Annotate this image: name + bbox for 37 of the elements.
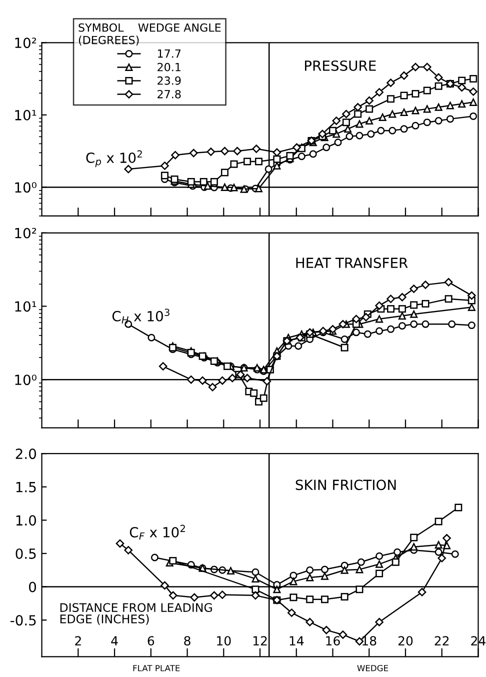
y-tick-label: 1.5 (16, 482, 36, 492)
annotation: SKIN FRICTION (296, 480, 396, 490)
y-tick-label: 10¹ (15, 301, 36, 312)
annotation: HEAT TRANSFER (296, 258, 408, 268)
legend-label: 27.8 (158, 90, 181, 98)
y-tick-label: 0.5 (16, 548, 36, 559)
y-tick-label: 10² (15, 228, 36, 238)
annotation: C$_{p}$ x 10$^{2}$ (86, 150, 142, 168)
text: WEDGE (357, 664, 388, 672)
y-tick-label: 1.0 (16, 515, 36, 526)
text: FLAT PLATE (133, 665, 180, 672)
x-tick-label: 22 (434, 636, 449, 646)
x-tick-label: 14 (290, 636, 304, 646)
x-tick-label: 6 (148, 636, 154, 646)
y-tick-label: 10⁰ (15, 374, 36, 386)
y-tick-label: 0 (29, 582, 36, 592)
x-tick-label: 8 (184, 636, 190, 646)
x-tick-label: 16 (326, 636, 340, 646)
x-tick-label: 18 (362, 636, 376, 646)
x-tick-label: 10 (217, 636, 231, 646)
annotation: PRESSURE (305, 60, 376, 71)
annotation: C$_{H}$ x 10$^{3}$ (112, 308, 170, 324)
legend-label: 17.7 (158, 50, 181, 58)
y-tick-label: -0.5 (10, 615, 36, 626)
legend-label: 23.9 (158, 76, 181, 85)
y-tick-label: 10¹ (15, 110, 36, 120)
x-tick-label: 12 (253, 636, 267, 646)
y-tick-label: 2.0 (16, 448, 36, 460)
y-tick-label: 10² (15, 38, 36, 48)
legend-title: SYMBOL WEDGE ANGLE (DEGREES) (78, 23, 221, 46)
x-tick-label: 2 (75, 636, 81, 646)
legend-label: 20.1 (158, 62, 180, 72)
x-tick-label: 20 (398, 636, 413, 646)
annotation: C$_{F}$ x 10$^{2}$ (130, 524, 185, 540)
y-tick-label: 10⁰ (15, 182, 36, 193)
x-axis-title: DISTANCE FROM LEADING EDGE (INCHES) (60, 603, 212, 625)
x-tick-label: 4 (111, 636, 118, 646)
